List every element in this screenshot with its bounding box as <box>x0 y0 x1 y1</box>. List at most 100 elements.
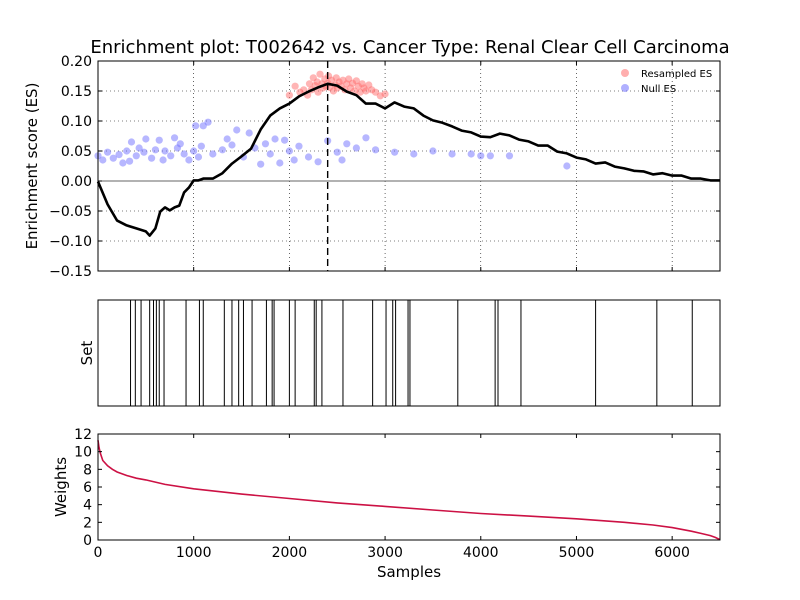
es-y-tick-label: 0.05 <box>61 144 92 160</box>
es-y-tick-label: −0.10 <box>49 234 92 250</box>
null-es-point <box>228 141 236 149</box>
weights-x-ticks: 0 1000 2000 3000 4000 5000 6000 <box>94 434 690 561</box>
es-y-tick-label: 0.00 <box>61 174 92 190</box>
weights-y-axis-label: Weights <box>52 457 70 517</box>
es-y-tick-label: 0.15 <box>61 84 92 100</box>
es-y-tick-label: 0.20 <box>61 54 92 70</box>
null-es-point <box>99 156 107 164</box>
null-es-point <box>285 147 293 155</box>
weights-y-tick-label: 4 <box>83 498 92 514</box>
legend-null-label: Null ES <box>641 84 676 95</box>
null-es-point <box>223 135 231 143</box>
weights-y-tick-label: 12 <box>74 427 92 443</box>
null-es-point <box>125 157 134 165</box>
null-es-point <box>109 154 117 162</box>
null-es-point <box>103 148 112 156</box>
x-axis-label: Samples <box>377 563 441 581</box>
set-hit-lines <box>130 300 693 406</box>
null-es-point <box>467 150 475 158</box>
weights-path <box>97 440 721 541</box>
null-es-point <box>391 148 399 156</box>
set-axes-frame <box>97 299 721 407</box>
null-es-point <box>352 144 360 152</box>
null-es-point <box>155 136 163 144</box>
chart-title: Enrichment plot: T002642 vs. Cancer Type… <box>90 37 729 58</box>
legend-null-marker <box>621 84 629 92</box>
null-es-point <box>295 142 303 150</box>
weights-x-tick-label: 6000 <box>654 545 690 561</box>
resampled-es-point <box>352 77 360 85</box>
legend-resampled-label: Resampled ES <box>641 69 712 80</box>
null-es-point <box>290 156 298 164</box>
null-es-point <box>257 160 265 168</box>
null-es-point <box>142 135 150 143</box>
null-es-point <box>197 142 205 150</box>
null-es-point <box>362 134 370 142</box>
null-es-point <box>371 146 380 154</box>
es-y-tick-label: −0.15 <box>49 264 92 280</box>
null-es-point <box>192 122 200 130</box>
null-es-point <box>333 148 341 156</box>
null-es-point <box>180 150 188 158</box>
null-es-point <box>209 150 217 158</box>
resampled-es-point <box>291 82 299 90</box>
null-es-point <box>151 146 160 154</box>
weights-x-tick-label: 1000 <box>176 545 212 561</box>
resampled-es-point <box>316 70 324 78</box>
set-y-axis-label: Set <box>78 341 96 366</box>
weights-y-tick-label: 0 <box>83 533 92 549</box>
null-es-point <box>147 154 156 162</box>
null-es-point <box>123 147 131 155</box>
weights-x-tick-label: 4000 <box>463 545 499 561</box>
es-grid <box>98 61 720 271</box>
es-panel: −0.15 −0.10 −0.05 0.00 0.05 0.10 0.15 0.20 Enri… <box>23 54 721 280</box>
null-es-point <box>245 129 253 137</box>
null-es-point <box>140 148 148 156</box>
es-y-ticks: −0.15 −0.10 −0.05 0.00 0.05 0.10 0.15 0.20 <box>49 54 720 280</box>
null-es-point <box>477 152 485 160</box>
null-es-point <box>233 126 241 134</box>
null-es-point <box>276 159 284 167</box>
null-es-point <box>170 134 179 142</box>
es-y-axis-label: Enrichment score (ES) <box>23 83 41 250</box>
legend: Resampled ES Null ES <box>621 69 712 95</box>
es-y-tick-label: 0.10 <box>61 114 92 130</box>
running-es-path <box>96 82 720 237</box>
weights-line <box>97 440 721 541</box>
weights-x-tick-label: 3000 <box>367 545 403 561</box>
null-es-point <box>159 156 167 164</box>
null-es-point <box>271 135 279 143</box>
null-es-point <box>135 144 143 152</box>
running-es-line <box>96 82 720 237</box>
resampled-es-point <box>314 88 322 96</box>
legend-resampled-marker <box>621 69 629 77</box>
null-es-point <box>132 152 140 160</box>
es-y-tick-label: −0.05 <box>49 204 92 220</box>
null-es-points <box>94 118 571 170</box>
resampled-es-point <box>381 90 389 98</box>
null-es-point <box>204 118 212 126</box>
null-es-point <box>281 136 289 144</box>
null-es-point <box>190 147 198 155</box>
resampled-es-point <box>300 86 308 94</box>
resampled-es-point <box>362 87 370 95</box>
weights-y-tick-label: 8 <box>83 462 92 478</box>
weights-y-tick-label: 2 <box>83 515 92 531</box>
es-x-ticks <box>97 61 673 271</box>
null-es-point <box>505 152 514 160</box>
set-panel: Set <box>78 299 721 407</box>
null-es-point <box>448 150 456 158</box>
null-es-point <box>343 140 351 148</box>
null-es-point <box>314 158 322 166</box>
null-es-point <box>194 153 203 161</box>
null-es-point <box>266 150 274 158</box>
weights-x-tick-label: 2000 <box>272 545 308 561</box>
weights-x-tick-label: 5000 <box>559 545 595 561</box>
es-axes-frame <box>97 60 721 272</box>
null-es-point <box>304 153 313 161</box>
null-es-point <box>429 147 437 155</box>
weights-y-tick-label: 6 <box>83 480 92 496</box>
null-es-point <box>338 156 346 164</box>
weights-y-tick-label: 10 <box>74 445 92 461</box>
